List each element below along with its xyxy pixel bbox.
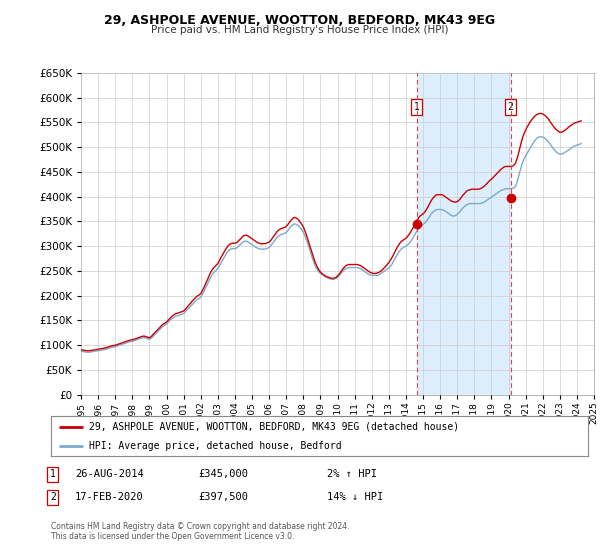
Text: 1: 1	[50, 469, 56, 479]
Bar	[416, 73, 511, 395]
Text: 29, ASHPOLE AVENUE, WOOTTON, BEDFORD, MK43 9EG: 29, ASHPOLE AVENUE, WOOTTON, BEDFORD, MK…	[104, 14, 496, 27]
Text: Contains HM Land Registry data © Crown copyright and database right 2024.
This d: Contains HM Land Registry data © Crown c…	[51, 522, 349, 542]
Text: 26-AUG-2014: 26-AUG-2014	[75, 469, 144, 479]
Text: 2: 2	[508, 101, 514, 111]
Text: Price paid vs. HM Land Registry's House Price Index (HPI): Price paid vs. HM Land Registry's House …	[151, 25, 449, 35]
Text: £397,500: £397,500	[198, 492, 248, 502]
Text: 14% ↓ HPI: 14% ↓ HPI	[327, 492, 383, 502]
Text: 2% ↑ HPI: 2% ↑ HPI	[327, 469, 377, 479]
Text: 29, ASHPOLE AVENUE, WOOTTON, BEDFORD, MK43 9EG (detached house): 29, ASHPOLE AVENUE, WOOTTON, BEDFORD, MK…	[89, 422, 459, 432]
Text: 1: 1	[413, 101, 419, 111]
Text: HPI: Average price, detached house, Bedford: HPI: Average price, detached house, Bedf…	[89, 441, 341, 450]
Text: 2: 2	[50, 492, 56, 502]
Text: 17-FEB-2020: 17-FEB-2020	[75, 492, 144, 502]
Text: £345,000: £345,000	[198, 469, 248, 479]
